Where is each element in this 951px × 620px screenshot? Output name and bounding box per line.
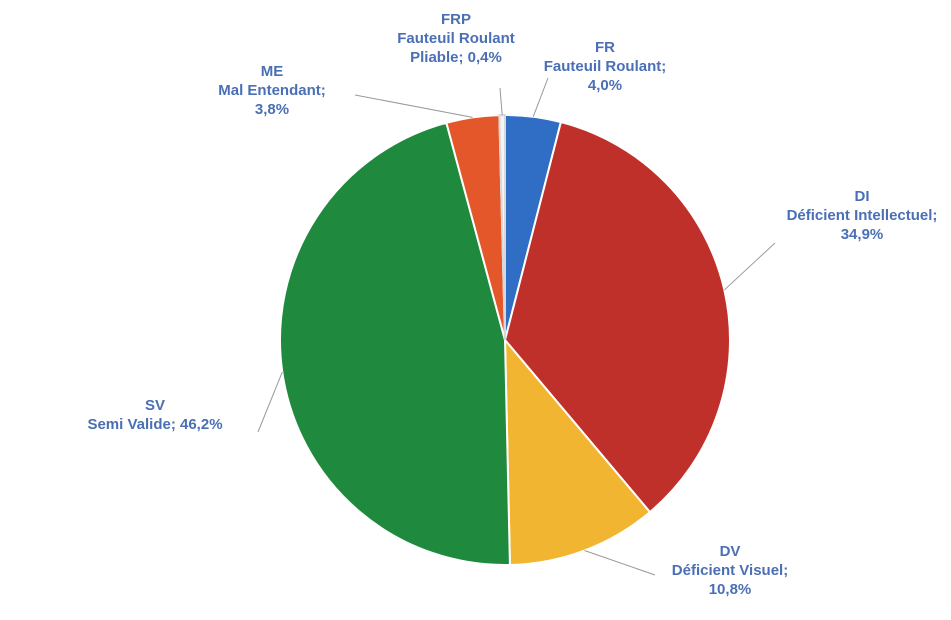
description: Mal Entendant; — [218, 82, 326, 99]
pie-slice — [279, 121, 511, 566]
value-label: 3,8% — [254, 101, 290, 118]
leader-line — [724, 242, 776, 291]
slice-label: FR Fauteuil Roulant; 4,0% — [530, 38, 680, 95]
value-label: 46,2% — [180, 416, 223, 433]
pie-slice — [503, 337, 652, 566]
category-label: SV — [144, 397, 165, 414]
leader-line — [354, 94, 473, 118]
category-label: DV — [719, 543, 741, 560]
leader-line — [257, 371, 283, 433]
slice-label: SV Semi Valide; 46,2% — [55, 396, 255, 434]
description: Fauteuil Roulant Pliable; — [397, 30, 515, 66]
pie-slice — [498, 113, 506, 341]
category-label: FRP — [441, 11, 471, 28]
pie-slice — [503, 120, 731, 514]
leader-line — [532, 77, 549, 117]
category-label: DI — [854, 188, 870, 205]
value-label: 34,9% — [840, 226, 884, 243]
slice-label: DV Déficient Visuel; 10,8% — [650, 542, 810, 599]
description: Déficient Visuel; — [671, 562, 789, 579]
leader-line — [584, 550, 656, 576]
description: Fauteuil Roulant; — [543, 58, 667, 75]
description: Déficient Intellectuel; — [786, 207, 938, 224]
slice-label: FRP Fauteuil Roulant Pliable; 0,4% — [389, 10, 524, 67]
description: Semi Valide; — [87, 416, 176, 433]
slice-label: ME Mal Entendant; 3,8% — [197, 62, 347, 119]
category-label: ME — [260, 63, 284, 80]
value-label: 4,0% — [587, 77, 623, 94]
slice-label: DI Déficient Intellectuel; 34,9% — [777, 187, 947, 244]
value-label: 10,8% — [708, 581, 752, 598]
category-label: FR — [595, 39, 615, 56]
leader-line — [499, 87, 503, 116]
value-label: 0,4% — [467, 49, 502, 66]
